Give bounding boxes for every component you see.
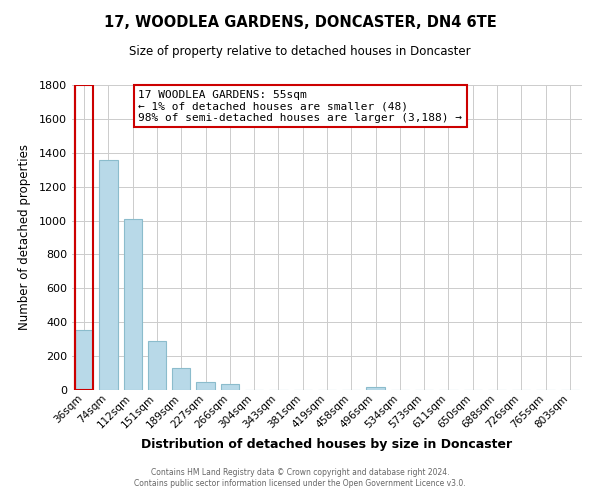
Y-axis label: Number of detached properties: Number of detached properties xyxy=(17,144,31,330)
Bar xyxy=(196,382,215,390)
Bar xyxy=(148,341,166,390)
Bar xyxy=(75,330,93,390)
Bar xyxy=(75,85,93,390)
Text: 17 WOODLEA GARDENS: 55sqm
← 1% of detached houses are smaller (48)
98% of semi-d: 17 WOODLEA GARDENS: 55sqm ← 1% of detach… xyxy=(139,90,463,123)
X-axis label: Distribution of detached houses by size in Doncaster: Distribution of detached houses by size … xyxy=(142,438,512,451)
Text: Contains HM Land Registry data © Crown copyright and database right 2024.
Contai: Contains HM Land Registry data © Crown c… xyxy=(134,468,466,487)
Bar xyxy=(100,160,118,390)
Bar xyxy=(172,368,190,390)
Bar xyxy=(367,387,385,390)
Bar xyxy=(124,219,142,390)
Text: Size of property relative to detached houses in Doncaster: Size of property relative to detached ho… xyxy=(129,45,471,58)
Text: 17, WOODLEA GARDENS, DONCASTER, DN4 6TE: 17, WOODLEA GARDENS, DONCASTER, DN4 6TE xyxy=(104,15,496,30)
Bar xyxy=(221,384,239,390)
